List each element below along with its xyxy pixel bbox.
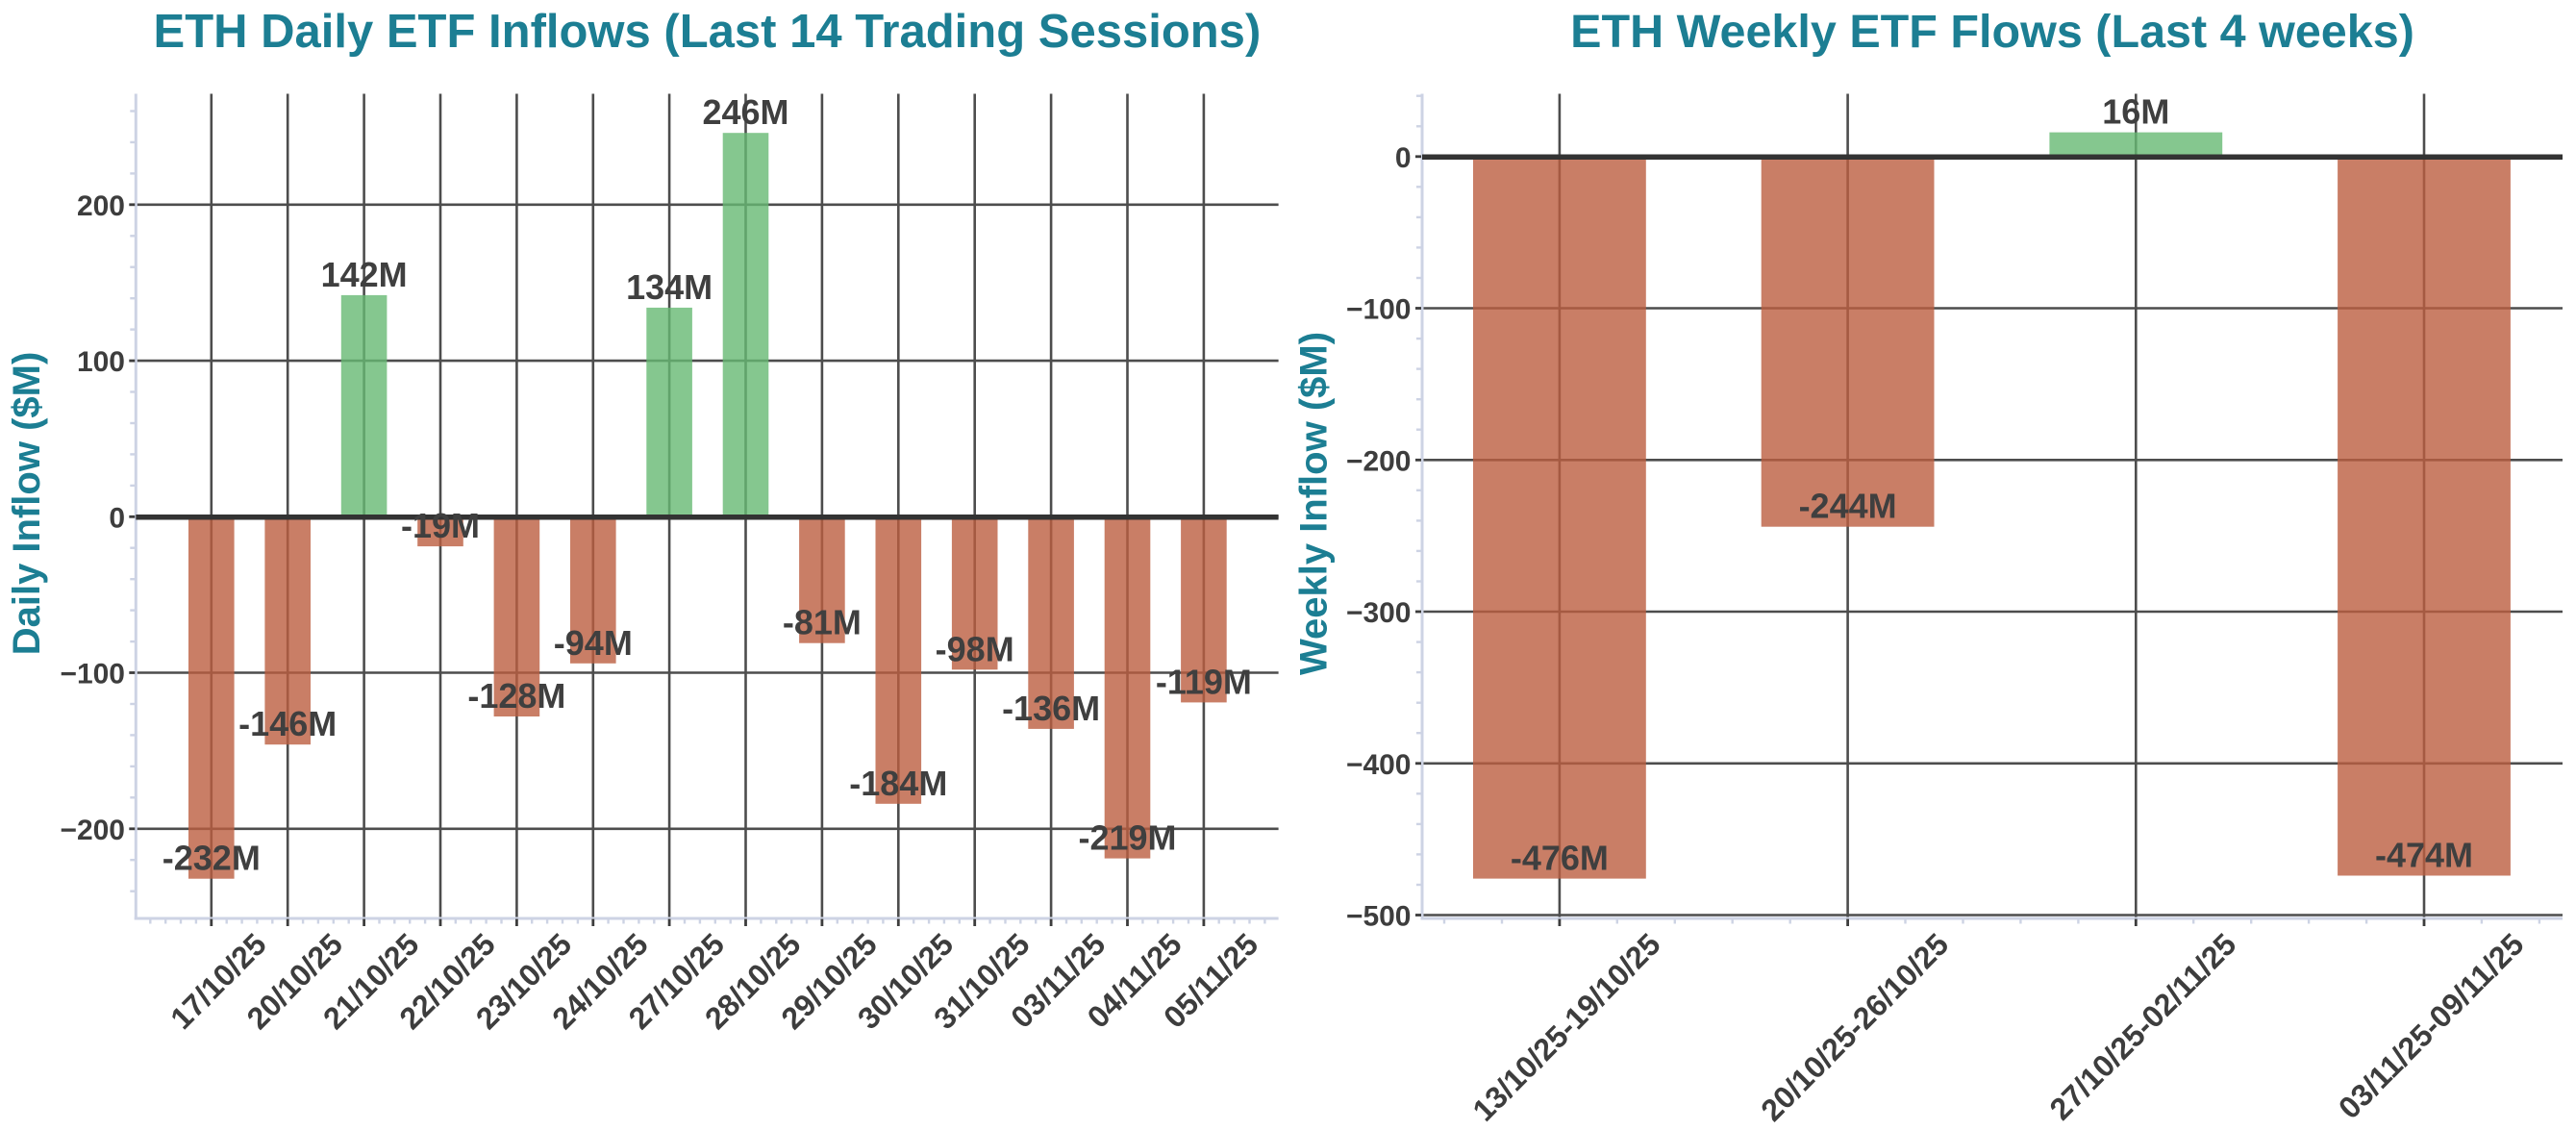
- svg-text:−100: −100: [1346, 294, 1412, 326]
- svg-text:142M: 142M: [321, 255, 408, 294]
- svg-text:-184M: -184M: [849, 764, 947, 803]
- svg-text:200: 200: [77, 190, 125, 222]
- svg-text:−200: −200: [1346, 445, 1412, 477]
- svg-text:-81M: -81M: [783, 603, 862, 642]
- svg-text:-136M: -136M: [1002, 689, 1100, 728]
- svg-text:-98M: -98M: [936, 629, 1014, 668]
- svg-text:-19M: -19M: [401, 506, 480, 545]
- svg-text:246M: 246M: [702, 92, 788, 132]
- svg-text:100: 100: [77, 346, 125, 378]
- svg-text:-474M: -474M: [2375, 836, 2473, 875]
- svg-text:−300: −300: [1346, 597, 1412, 629]
- svg-text:-119M: -119M: [1156, 662, 1252, 701]
- svg-text:-146M: -146M: [238, 704, 337, 743]
- svg-text:ETH Weekly ETF Flows (Last 4 w: ETH Weekly ETF Flows (Last 4 weeks): [1570, 6, 2414, 58]
- svg-text:0: 0: [1395, 142, 1412, 174]
- svg-text:−400: −400: [1346, 749, 1412, 781]
- svg-text:-244M: -244M: [1799, 487, 1897, 526]
- svg-text:−200: −200: [60, 815, 125, 846]
- svg-text:134M: 134M: [626, 267, 713, 307]
- svg-text:-94M: -94M: [554, 623, 633, 663]
- svg-text:−500: −500: [1346, 901, 1412, 933]
- svg-text:-128M: -128M: [467, 676, 565, 716]
- svg-text:-219M: -219M: [1078, 818, 1176, 858]
- svg-text:ETH Daily ETF Inflows (Last 14: ETH Daily ETF Inflows (Last 14 Trading S…: [154, 6, 1262, 58]
- svg-text:-232M: -232M: [163, 839, 261, 878]
- svg-text:-476M: -476M: [1511, 839, 1609, 878]
- svg-text:Daily Inflow ($M): Daily Inflow ($M): [6, 352, 48, 656]
- svg-text:Weekly Inflow ($M): Weekly Inflow ($M): [1293, 332, 1336, 675]
- svg-text:16M: 16M: [2102, 92, 2169, 132]
- svg-text:−100: −100: [60, 659, 125, 691]
- svg-text:0: 0: [109, 502, 125, 534]
